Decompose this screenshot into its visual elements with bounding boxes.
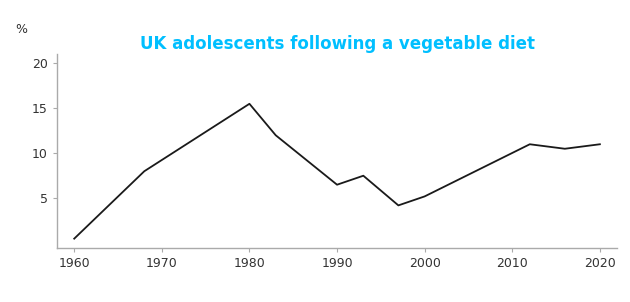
Text: %: % bbox=[16, 23, 28, 36]
Title: UK adolescents following a vegetable diet: UK adolescents following a vegetable die… bbox=[140, 35, 534, 53]
